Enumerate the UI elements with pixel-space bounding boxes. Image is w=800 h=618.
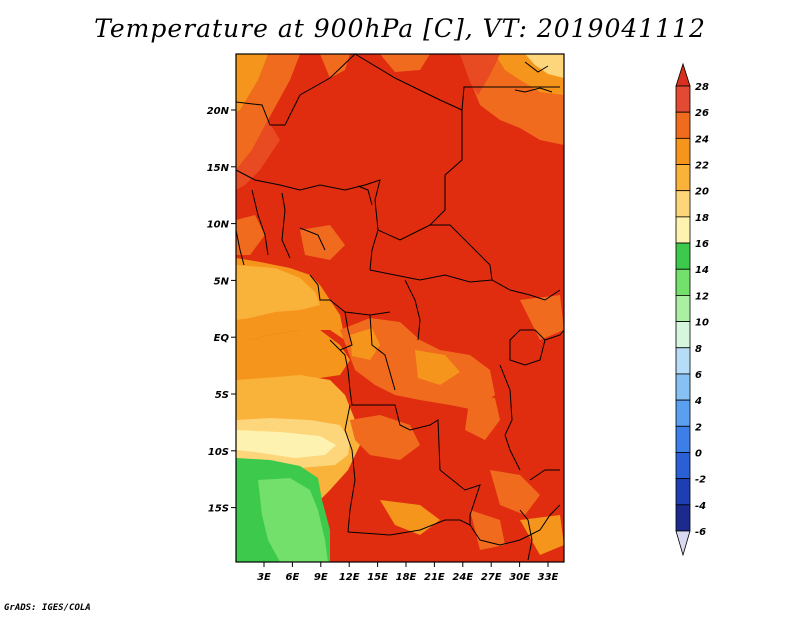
colorbar-top-triangle: [675, 62, 691, 87]
lon-tick-label: 33E: [538, 572, 559, 583]
lon-tick-label: 15E: [367, 572, 388, 583]
colorbar-swatch: [675, 452, 691, 480]
lon-tick-label: 30E: [509, 572, 530, 583]
colorbar-swatch: [675, 478, 691, 506]
colorbar-swatch: [675, 85, 691, 113]
map-title: Temperature at 900hPa [C], VT: 201904111…: [94, 14, 706, 43]
lat-tick-label: EQ: [214, 333, 230, 344]
colorbar-label: 26: [695, 108, 709, 119]
field-nw-26: [236, 120, 280, 190]
colorbar-label: 20: [695, 187, 709, 198]
lat-tick-label: 10N: [207, 220, 230, 231]
colorbar-swatch: [675, 504, 691, 532]
lat-tick-label: 5N: [214, 276, 230, 287]
lon-tick-label: 24E: [452, 572, 473, 583]
colorbar-swatch: [675, 242, 691, 270]
colorbar-label: 28: [695, 82, 709, 93]
colorbar-label: 12: [695, 291, 709, 302]
latitude-axis: 20N 15N 10N 5N EQ 5S 10S 15S: [207, 106, 236, 515]
field-ne-18: [525, 54, 564, 78]
colorbar-label: 2: [695, 422, 702, 433]
lon-tick-label: 6E: [286, 572, 300, 583]
colorbar-swatch: [675, 347, 691, 375]
colorbar-swatch: [675, 111, 691, 139]
lon-tick-label: 18E: [396, 572, 417, 583]
field-nw-22: [236, 54, 268, 112]
colorbar-swatch: [675, 216, 691, 244]
lat-tick-label: 15S: [208, 504, 229, 515]
colorbar-label: 6: [695, 370, 702, 381]
colorbar-bottom-triangle: [675, 530, 691, 557]
colorbar-label: 14: [695, 265, 709, 276]
colorbar-label: 18: [695, 213, 709, 224]
colorbar-label: -6: [695, 527, 706, 538]
colorbar-label: 16: [695, 239, 709, 250]
colorbar-swatch: [675, 268, 691, 296]
temperature-field: [236, 54, 564, 562]
lon-tick-label: 27E: [481, 572, 502, 583]
colorbar-swatch: [675, 137, 691, 165]
colorbar-label: 8: [695, 344, 702, 355]
colorbar-label: 24: [695, 134, 709, 145]
colorbar-label: 22: [695, 161, 709, 172]
lon-tick-label: 12E: [339, 572, 360, 583]
colorbar-swatch: [675, 190, 691, 218]
lat-tick-label: 20N: [207, 106, 230, 117]
grads-credit: GrADS: IGES/COLA: [4, 603, 91, 613]
longitude-axis: 3E 6E 9E 12E 15E 18E 21E 24E 27E 30E 33E: [257, 562, 559, 583]
lat-tick-label: 15N: [207, 163, 230, 174]
lon-tick-label: 21E: [424, 572, 445, 583]
field-ocean-12: [258, 478, 328, 562]
colorbar-swatch: [675, 295, 691, 322]
colorbar-label: -2: [695, 475, 706, 486]
colorbar-label: 10: [695, 318, 709, 329]
colorbar-swatch: [675, 164, 691, 192]
lon-tick-label: 9E: [314, 572, 328, 583]
colorbar-swatch: [675, 425, 691, 453]
colorbar-swatch: [675, 373, 691, 401]
map-frame: [235, 53, 565, 563]
colorbar-label: 0: [695, 448, 702, 459]
colorbar-swatch: [675, 399, 691, 427]
lat-tick-label: 10S: [208, 447, 229, 458]
colorbar-swatch: [675, 321, 691, 349]
lon-tick-label: 3E: [257, 572, 271, 583]
colorbar-label: -4: [695, 501, 706, 512]
colorbar-label: 4: [694, 396, 702, 407]
lat-tick-label: 5S: [215, 390, 229, 401]
borders: [236, 54, 564, 561]
